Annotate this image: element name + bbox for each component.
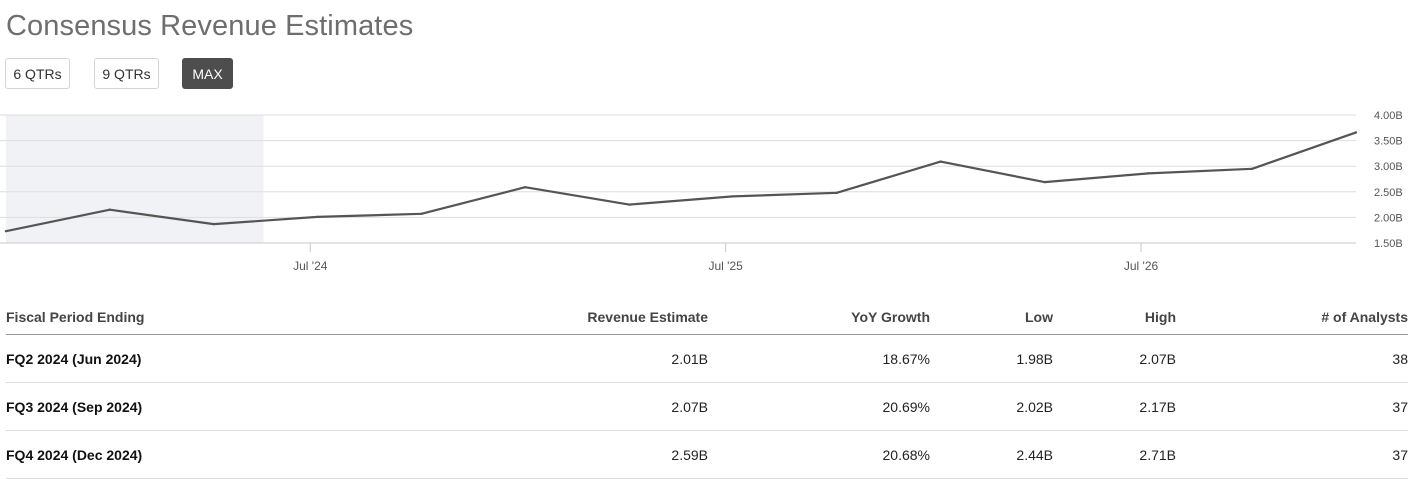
- data-point: [108, 208, 112, 211]
- data-point: [939, 160, 942, 163]
- analysts-cell: 37: [1176, 430, 1408, 479]
- data-point: [316, 215, 319, 219]
- low-cell: 2.02B: [930, 382, 1053, 431]
- col-header-period: Fiscal Period Ending: [6, 300, 306, 335]
- data-point: [1354, 131, 1358, 134]
- period-cell: FQ4 2024 (Dec 2024): [6, 430, 306, 479]
- yoy-growth-cell: 20.68%: [708, 430, 930, 479]
- revenue-estimate-cell: 2.07B: [306, 382, 708, 431]
- low-cell: 1.98B: [930, 334, 1053, 383]
- high-cell: 2.71B: [1053, 430, 1176, 479]
- y-tick-label: 2.50B: [1374, 187, 1403, 199]
- range-6-qtrs-button[interactable]: 6 QTRs: [5, 58, 70, 89]
- col-header-high: High: [1053, 300, 1176, 335]
- page-title: Consensus Revenue Estimates: [6, 10, 414, 42]
- range-9-qtrs-button[interactable]: 9 QTRs: [94, 58, 159, 89]
- high-cell: 2.07B: [1053, 334, 1176, 383]
- x-tick-label: Jul '24: [293, 259, 328, 273]
- analysts-cell: 37: [1176, 382, 1408, 431]
- range-max-button[interactable]: MAX: [182, 58, 233, 89]
- revenue-estimate-line: [5, 131, 1357, 233]
- x-tick-label: Jul '26: [1124, 259, 1159, 273]
- col-header-analysts: # of Analysts: [1176, 300, 1408, 335]
- data-point: [4, 230, 8, 233]
- analysts-cell: 38: [1176, 334, 1408, 383]
- table-header-row: Fiscal Period Ending Revenue Estimate Yo…: [6, 300, 1408, 335]
- table-row: FQ2 2024 (Jun 2024) 2.01B 18.67% 1.98B 2…: [6, 334, 1408, 383]
- low-cell: 2.44B: [930, 430, 1053, 479]
- data-point: [835, 191, 838, 195]
- data-point: [212, 222, 215, 226]
- y-tick-label: 1.50B: [1374, 238, 1403, 250]
- col-header-yoy-growth: YoY Growth: [708, 300, 930, 335]
- col-header-low: Low: [930, 300, 1053, 335]
- period-cell: FQ3 2024 (Sep 2024): [6, 382, 306, 431]
- yoy-growth-cell: 20.69%: [708, 382, 930, 431]
- y-tick-label: 2.00B: [1374, 212, 1403, 224]
- yoy-growth-cell: 18.67%: [708, 334, 930, 383]
- data-point: [627, 203, 631, 206]
- high-cell: 2.17B: [1053, 382, 1176, 431]
- y-tick-label: 3.50B: [1374, 136, 1403, 148]
- revenue-estimate-chart: 4.00B 3.50B 3.00B 2.50B 2.00B 1.50B Jul '24 Jul…: [0, 110, 1403, 273]
- col-header-revenue-estimate: Revenue Estimate: [306, 300, 708, 335]
- table-row: FQ4 2024 (Dec 2024) 2.59B 20.68% 2.44B 2…: [6, 430, 1408, 479]
- period-cell: FQ2 2024 (Jun 2024): [6, 334, 306, 383]
- data-point: [524, 185, 527, 189]
- data-point: [1147, 172, 1150, 175]
- x-tick-label: Jul '25: [708, 259, 743, 273]
- data-point: [1250, 167, 1254, 170]
- table-row: FQ3 2024 (Sep 2024) 2.07B 20.69% 2.02B 2…: [6, 382, 1408, 431]
- estimates-table: Fiscal Period Ending Revenue Estimate Yo…: [6, 300, 1408, 479]
- y-tick-label: 3.00B: [1374, 161, 1403, 173]
- revenue-estimate-cell: 2.01B: [306, 334, 708, 383]
- data-point: [420, 212, 423, 216]
- data-point: [731, 195, 735, 198]
- data-point: [1043, 180, 1046, 184]
- revenue-estimate-cell: 2.59B: [306, 430, 708, 479]
- y-tick-label: 4.00B: [1374, 110, 1403, 122]
